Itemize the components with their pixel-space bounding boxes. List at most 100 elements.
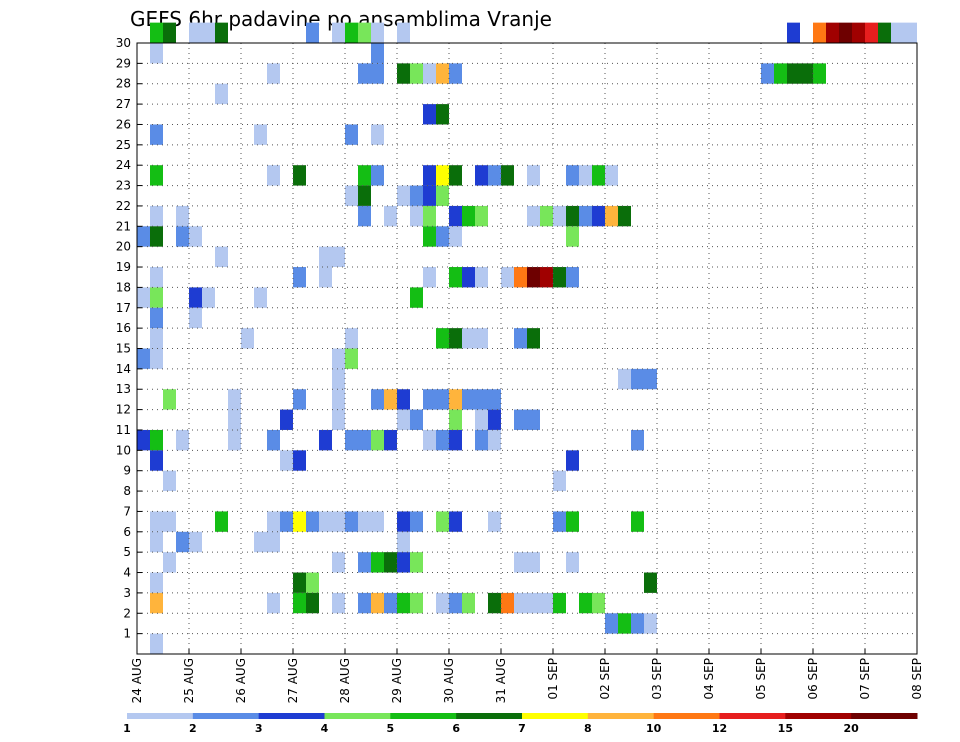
y-tick-label: 27 [116, 97, 131, 111]
heatmap-cell [423, 429, 436, 451]
heatmap-cell [475, 328, 488, 349]
heatmap-cell [384, 389, 397, 410]
heatmap-cell [410, 511, 423, 532]
heatmap-cell [176, 531, 189, 553]
heatmap-cell [306, 22, 319, 43]
heatmap-cell [319, 429, 332, 451]
colorbar-swatch [258, 713, 325, 719]
heatmap-cell [566, 165, 579, 186]
heatmap-cell [150, 43, 163, 64]
x-tick-label: 03 SEP [650, 658, 664, 700]
heatmap-cell [540, 205, 553, 227]
heatmap-cell [540, 267, 553, 288]
heatmap-cell [488, 511, 501, 532]
heatmap-cell [371, 592, 384, 614]
y-tick-label: 18 [116, 280, 131, 294]
heatmap-cell [449, 328, 462, 349]
y-tick-label: 19 [116, 260, 131, 274]
heatmap-cell [371, 22, 384, 43]
heatmap-cell [332, 22, 345, 43]
heatmap-cell [527, 592, 540, 614]
x-tick-label: 26 AUG [234, 658, 248, 703]
heatmap-cell [436, 226, 449, 247]
heatmap-cell [150, 267, 163, 288]
heatmap-cell [514, 328, 527, 349]
heatmap-cell [371, 511, 384, 532]
heatmap-cell [150, 307, 163, 329]
heatmap-cell [254, 531, 267, 553]
heatmap-cell [397, 63, 410, 84]
heatmap-cell [475, 389, 488, 410]
heatmap-cell [163, 22, 176, 43]
heatmap-cell [488, 389, 501, 410]
heatmap-cell [293, 267, 306, 288]
heatmap-cell [592, 592, 605, 614]
y-tick-label: 6 [123, 525, 131, 539]
y-tick-label: 2 [123, 606, 131, 620]
heatmap-cell [150, 287, 163, 308]
heatmap-cell [163, 511, 176, 532]
colorbar-swatch [522, 713, 589, 719]
colorbar-swatch [127, 713, 194, 719]
y-tick-label: 20 [116, 240, 131, 254]
heatmap-cell [358, 185, 371, 206]
heatmap-cell [254, 287, 267, 308]
colorbar-label: 2 [189, 722, 197, 735]
heatmap-cell [527, 552, 540, 573]
heatmap-cell [826, 22, 839, 43]
colorbar-label: 7 [518, 722, 526, 735]
heatmap-cell [150, 348, 163, 369]
heatmap-cell [215, 83, 228, 105]
y-tick-label: 1 [123, 627, 131, 641]
heatmap-cell [371, 552, 384, 573]
heatmap-cells [137, 22, 917, 654]
y-tick-label: 3 [123, 586, 131, 600]
heatmap-cell [371, 389, 384, 410]
heatmap-cell [436, 165, 449, 186]
heatmap-cell [527, 267, 540, 288]
heatmap-cell [410, 63, 423, 84]
heatmap-cell [358, 22, 371, 43]
y-tick-label: 10 [116, 443, 131, 457]
heatmap-cell [150, 226, 163, 247]
heatmap-cell [527, 328, 540, 349]
y-tick-label: 26 [116, 117, 131, 131]
heatmap-cell [397, 22, 410, 43]
heatmap-cell [189, 22, 202, 43]
heatmap-cell [488, 165, 501, 186]
heatmap-cell [475, 429, 488, 451]
heatmap-cell [501, 267, 514, 288]
heatmap-cell [566, 552, 579, 573]
heatmap-cell [449, 226, 462, 247]
heatmap-cell [137, 287, 150, 308]
colorbar-swatch [653, 713, 720, 719]
heatmap-cell [410, 205, 423, 227]
heatmap-cell [423, 226, 436, 247]
heatmap-cell [761, 63, 774, 84]
heatmap-cell [592, 165, 605, 186]
y-tick-label: 8 [123, 484, 131, 498]
heatmap-cell [527, 165, 540, 186]
heatmap-cell [163, 552, 176, 573]
heatmap-cell [553, 592, 566, 614]
heatmap-cell [514, 592, 527, 614]
heatmap-cell [475, 267, 488, 288]
heatmap-cell [293, 511, 306, 532]
heatmap-cell [189, 307, 202, 329]
heatmap-cell [813, 63, 826, 84]
heatmap-cell [462, 267, 475, 288]
heatmap-cell [267, 165, 280, 186]
heatmap-cell [384, 552, 397, 573]
heatmap-cell [150, 531, 163, 553]
heatmap-cell [202, 287, 215, 308]
heatmap-cell [488, 409, 501, 430]
heatmap-cell [436, 389, 449, 410]
y-tick-label: 7 [123, 504, 131, 518]
heatmap-cell [397, 409, 410, 430]
colorbar-label: 3 [255, 722, 263, 735]
heatmap-cell [423, 389, 436, 410]
heatmap-cell [397, 389, 410, 410]
heatmap-cell [345, 124, 358, 145]
heatmap-cell [449, 592, 462, 614]
